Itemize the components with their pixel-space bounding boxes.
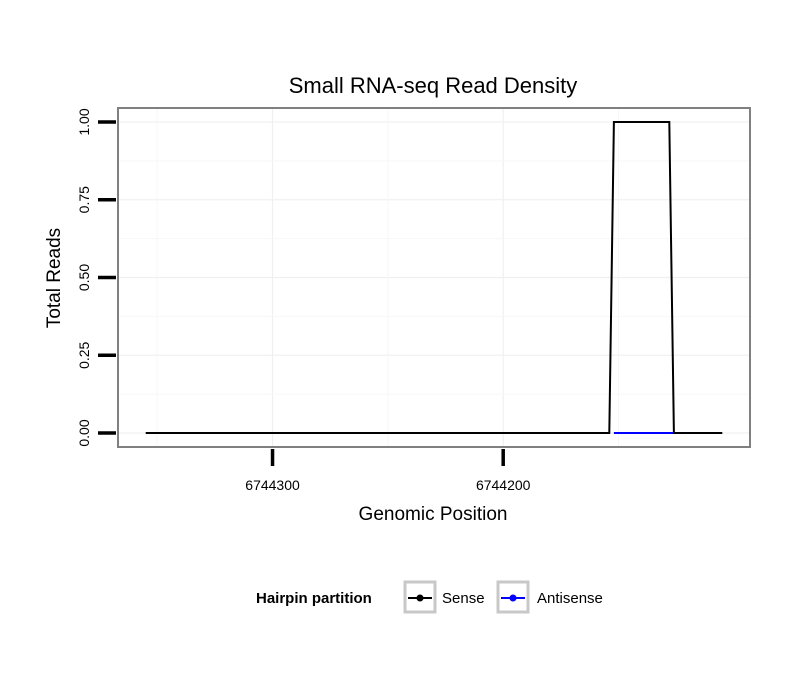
legend: Hairpin partition Sense Antisense (256, 580, 603, 614)
series-line-sense (145, 121, 723, 434)
y-tick-label-3: 0.75 (76, 186, 92, 213)
legend-key-sense-point (416, 594, 424, 602)
plot-panel (117, 107, 751, 448)
y-axis-label: Total Reads (44, 228, 65, 328)
legend-entry-antisense: Antisense (537, 590, 603, 607)
y-tick-label-2: 0.50 (76, 264, 92, 291)
legend-entry-sense: Sense (442, 590, 485, 607)
chart-title: Small RNA-seq Read Density (289, 73, 578, 98)
x-axis-ticks: 6744300 6744200 (245, 449, 531, 493)
y-tick-label-1: 0.25 (76, 341, 92, 368)
y-axis-ticks: 0.00 0.25 0.50 0.75 1.00 (76, 108, 116, 447)
y-tick-label-4: 1.00 (76, 108, 92, 135)
series-layer (145, 121, 723, 434)
grid-minor (118, 108, 750, 447)
legend-key-antisense-point (509, 594, 517, 602)
x-tick-label-1: 6744200 (476, 477, 531, 493)
x-tick-label-0: 6744300 (245, 477, 300, 493)
y-tick-label-0: 0.00 (76, 419, 92, 446)
legend-title: Hairpin partition (256, 590, 372, 607)
x-axis-label: Genomic Position (359, 504, 508, 525)
